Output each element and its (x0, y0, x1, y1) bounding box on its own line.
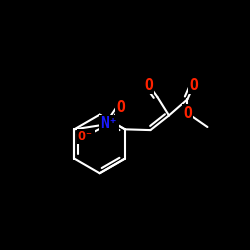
Text: O⁻: O⁻ (78, 130, 94, 143)
Text: O: O (116, 100, 125, 114)
Text: O: O (189, 78, 198, 93)
Text: O: O (144, 78, 153, 93)
Text: O: O (183, 106, 192, 121)
Text: N⁺: N⁺ (100, 116, 118, 132)
